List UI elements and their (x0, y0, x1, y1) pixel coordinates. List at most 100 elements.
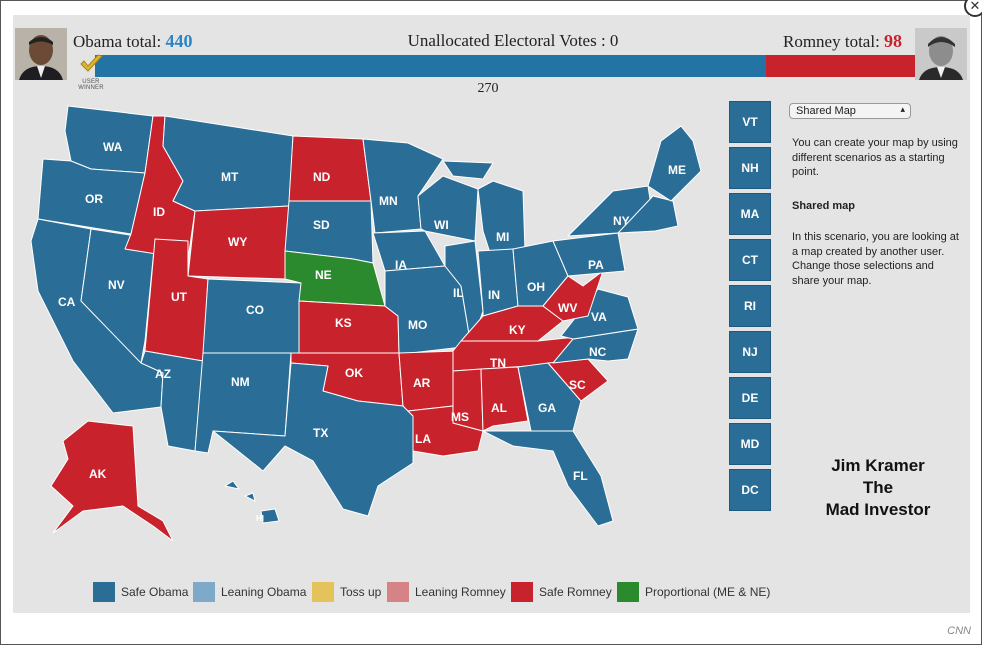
label-wa: WA (103, 140, 123, 154)
label-co: CO (246, 303, 264, 317)
overlay-line-1: Jim Kramer (831, 456, 925, 475)
label-nv: NV (108, 278, 125, 292)
label-az: AZ (155, 367, 171, 381)
legend-safe-obama: Safe Obama (93, 582, 188, 602)
romney-total-value: 98 (884, 31, 903, 51)
state-hi (224, 480, 280, 524)
romney-photo (915, 28, 967, 80)
state-button-dc[interactable]: DC (729, 469, 771, 511)
map-panel: Obama total: 440 Unallocated Electoral V… (13, 15, 970, 613)
obama-total-value: 440 (165, 31, 193, 51)
label-ak: AK (89, 467, 107, 481)
state-in (477, 248, 519, 317)
state-fl (482, 430, 614, 527)
label-hi: HI (256, 514, 264, 523)
label-in: IN (488, 288, 500, 302)
label-ia: IA (395, 258, 407, 272)
electoral-vote-bar (95, 55, 915, 77)
legend-swatch (511, 582, 533, 602)
close-button[interactable]: ✕ (964, 0, 982, 17)
label-ar: AR (413, 376, 431, 390)
label-fl: FL (573, 469, 588, 483)
scenario-intro: You can create your map by using differe… (792, 137, 958, 178)
legend-safe-romney: Safe Romney (511, 582, 612, 602)
label-sd: SD (313, 218, 330, 232)
label-nd: ND (313, 170, 331, 184)
label-ny: NY (613, 214, 630, 228)
label-wy: WY (228, 235, 247, 249)
legend-toss-up: Toss up (312, 582, 381, 602)
label-ks: KS (335, 316, 352, 330)
state-tx (212, 362, 414, 517)
scenario-select-value: Shared Map (796, 105, 856, 117)
state-ak (50, 420, 174, 541)
section-text: In this scenario, you are looking at a m… (792, 231, 959, 287)
obama-total: Obama total: 440 (73, 31, 193, 51)
state-ia (372, 230, 446, 272)
state-ms (452, 368, 484, 432)
legend-swatch (93, 582, 115, 602)
state-button-ct[interactable]: CT (729, 239, 771, 281)
us-electoral-map[interactable]: WA OR CA ID NV MT WY UT AZ CO NM ND SD N… (13, 101, 713, 541)
label-va: VA (591, 310, 607, 324)
label-ne: NE (315, 268, 332, 282)
user-winner-badge: USER WINNER (76, 54, 106, 91)
unallocated-votes: Unallocated Electoral Votes : 0 (407, 31, 619, 50)
label-tn: TN (490, 356, 506, 370)
label-tx: TX (313, 426, 328, 440)
state-button-ri[interactable]: RI (729, 285, 771, 327)
legend-swatch (193, 582, 215, 602)
overlay-caption: Jim Kramer The Mad Investor (803, 455, 953, 521)
state-pa (552, 232, 626, 277)
label-ok: OK (345, 366, 363, 380)
label-wv: WV (558, 301, 577, 315)
checkmark-icon (80, 54, 103, 72)
legend-proportional: Proportional (ME & NE) (617, 582, 770, 602)
label-ga: GA (538, 401, 556, 415)
state-button-ma[interactable]: MA (729, 193, 771, 235)
label-me: ME (668, 163, 686, 177)
state-button-vt[interactable]: VT (729, 101, 771, 143)
label-mi: MI (496, 230, 509, 244)
state-ga (517, 362, 582, 432)
label-wi: WI (434, 218, 449, 232)
label-la: LA (415, 432, 431, 446)
state-al (480, 366, 529, 432)
label-sc: SC (569, 378, 586, 392)
label-oh: OH (527, 280, 545, 294)
state-ne-small (617, 195, 679, 234)
label-ms: MS (451, 410, 469, 424)
state-mt (162, 115, 294, 212)
state-nd (288, 135, 372, 202)
label-ut: UT (171, 290, 188, 304)
legend-swatch (312, 582, 334, 602)
state-button-md[interactable]: MD (729, 423, 771, 465)
legend-leaning-romney: Leaning Romney (387, 582, 506, 602)
legend-swatch (387, 582, 409, 602)
label-pa: PA (588, 258, 604, 272)
label-ky: KY (509, 323, 526, 337)
user-winner-label: USER WINNER (78, 79, 104, 91)
state-button-de[interactable]: DE (729, 377, 771, 419)
legend-swatch (617, 582, 639, 602)
scenario-select[interactable]: Shared Map ▴ (789, 103, 911, 119)
label-nm: NM (231, 375, 250, 389)
label-or: OR (85, 192, 103, 206)
overlay-line-3: Mad Investor (825, 500, 931, 519)
state-button-nh[interactable]: NH (729, 147, 771, 189)
romney-bar-segment (765, 55, 915, 77)
label-mt: MT (221, 170, 239, 184)
label-mn: MN (379, 194, 398, 208)
northeast-state-buttons: VT NH MA CT RI NJ DE MD DC (729, 101, 773, 515)
state-me (647, 125, 702, 202)
label-ca: CA (58, 295, 76, 309)
label-nc: NC (589, 345, 607, 359)
threshold-270: 270 (477, 81, 499, 96)
state-button-nj[interactable]: NJ (729, 331, 771, 373)
section-title: Shared map (792, 200, 855, 212)
source-credit: CNN (947, 625, 971, 637)
label-il: IL (453, 286, 464, 300)
label-mo: MO (408, 318, 427, 332)
label-al: AL (491, 401, 507, 415)
